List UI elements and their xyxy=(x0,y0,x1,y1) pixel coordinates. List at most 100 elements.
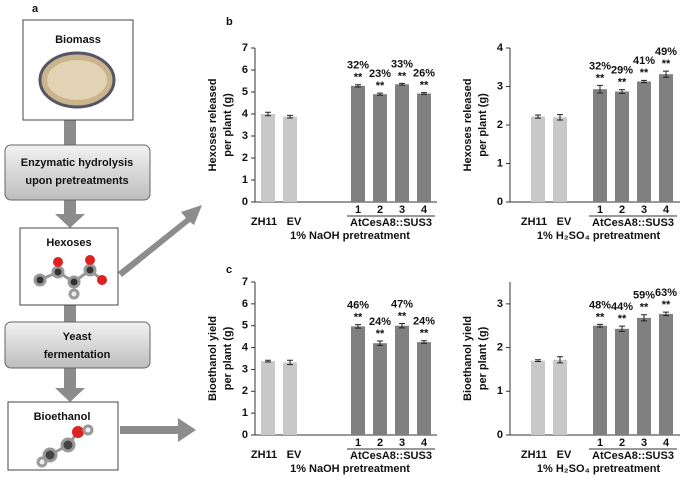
increase-label: 32% xyxy=(589,60,611,72)
bar xyxy=(593,89,607,202)
group-label: AtCesA8::SUS3 xyxy=(592,217,674,229)
step-label: Yeast xyxy=(63,331,92,343)
y-tick-label: 0 xyxy=(497,196,503,208)
bar xyxy=(395,325,409,435)
y-tick-label: 2 xyxy=(242,385,248,397)
x-tick-label: 1 xyxy=(355,437,361,449)
bar xyxy=(615,328,629,435)
increase-label: 49% xyxy=(655,46,677,58)
step-box xyxy=(4,321,151,369)
increase-label: 63% xyxy=(655,287,677,299)
x-axis-label: 1% NaOH pretreatment xyxy=(290,463,410,475)
y-tick-label: 4 xyxy=(242,341,249,353)
bar xyxy=(659,313,673,435)
bar xyxy=(615,91,629,202)
bar xyxy=(531,116,545,202)
error-bar xyxy=(265,359,271,363)
error-bar xyxy=(421,340,427,344)
bar xyxy=(261,114,275,202)
x-tick-label: 3 xyxy=(399,204,405,216)
y-axis-label: per plant (g) xyxy=(222,326,234,390)
increase-label: 23% xyxy=(369,68,391,80)
y-tick-label: 4 xyxy=(497,42,504,54)
bar xyxy=(593,325,607,435)
error-bar xyxy=(597,323,603,328)
group-label: AtCesA8::SUS3 xyxy=(350,217,432,229)
y-tick-label: 3 xyxy=(497,298,503,310)
x-tick-label: 1 xyxy=(597,437,603,449)
y-tick-label: 0 xyxy=(242,196,248,208)
error-bar xyxy=(663,70,669,78)
increase-label: 48% xyxy=(589,299,611,311)
error-bar xyxy=(287,114,293,119)
y-tick-label: 1 xyxy=(497,385,503,397)
significance: ** xyxy=(640,67,649,79)
x-tick-label: EV xyxy=(287,449,302,461)
error-bar xyxy=(619,89,625,94)
significance: ** xyxy=(596,72,605,84)
flow-arrows xyxy=(55,120,202,442)
y-tick-label: 7 xyxy=(242,42,248,54)
error-bar xyxy=(535,114,541,119)
bar xyxy=(351,326,365,435)
error-bar xyxy=(355,324,361,329)
y-tick-label: 7 xyxy=(242,276,248,288)
bar xyxy=(659,74,673,202)
significance: ** xyxy=(640,302,649,314)
increase-label: 29% xyxy=(611,64,633,76)
increase-label: 47% xyxy=(391,298,413,310)
step-label: upon pretreatments xyxy=(25,175,128,187)
significance: ** xyxy=(618,313,627,325)
significance: ** xyxy=(618,76,627,88)
error-bar xyxy=(377,340,383,346)
x-tick-label: EV xyxy=(557,216,572,228)
bar xyxy=(283,362,297,435)
significance: ** xyxy=(354,312,363,324)
error-bar xyxy=(265,111,271,117)
bar xyxy=(553,117,567,202)
x-axis-label: 1% H₂SO₄ pretreatment xyxy=(537,463,661,475)
y-axis-label: per plant (g) xyxy=(222,93,234,157)
x-tick-label: ZH11 xyxy=(251,216,277,228)
increase-label: 26% xyxy=(413,68,435,80)
x-tick-label: 2 xyxy=(377,204,383,216)
increase-label: 41% xyxy=(633,55,655,67)
increase-label: 33% xyxy=(391,58,413,70)
biomass-photo xyxy=(47,60,107,100)
y-tick-label: 2 xyxy=(497,119,503,131)
group-label: AtCesA8::SUS3 xyxy=(592,450,674,462)
bar xyxy=(637,317,651,435)
y-axis-label: Bioethanol yield xyxy=(207,316,219,401)
bar xyxy=(283,116,297,202)
y-tick-label: 1 xyxy=(242,174,248,186)
bar xyxy=(637,81,651,202)
x-tick-label: 4 xyxy=(663,437,670,449)
bar xyxy=(373,343,387,435)
x-tick-label: 3 xyxy=(641,204,647,216)
error-bar xyxy=(557,356,563,364)
y-axis-label: per plant (g) xyxy=(477,326,489,390)
y-axis-label: Hexoses released xyxy=(462,79,474,172)
y-tick-label: 3 xyxy=(497,80,503,92)
y-tick-label: 6 xyxy=(242,64,248,76)
x-axis-label: 1% H₂SO₄ pretreatment xyxy=(537,230,661,242)
increase-label: 59% xyxy=(633,290,655,302)
increase-label: 24% xyxy=(413,316,435,328)
error-bar xyxy=(421,92,427,95)
x-tick-label: 2 xyxy=(377,437,383,449)
molecule xyxy=(33,255,107,300)
significance: ** xyxy=(420,328,429,340)
error-bar xyxy=(619,325,625,332)
y-axis-label: per plant (g) xyxy=(477,93,489,157)
x-tick-label: 1 xyxy=(355,204,361,216)
increase-label: 32% xyxy=(347,60,369,72)
significance: ** xyxy=(662,299,671,311)
step-label: fermentation xyxy=(44,349,111,361)
group-label: AtCesA8::SUS3 xyxy=(350,450,432,462)
increase-label: 46% xyxy=(347,300,369,312)
significance: ** xyxy=(420,80,429,92)
error-bar xyxy=(557,114,563,121)
step-box xyxy=(7,401,119,471)
x-tick-label: ZH11 xyxy=(251,449,277,461)
